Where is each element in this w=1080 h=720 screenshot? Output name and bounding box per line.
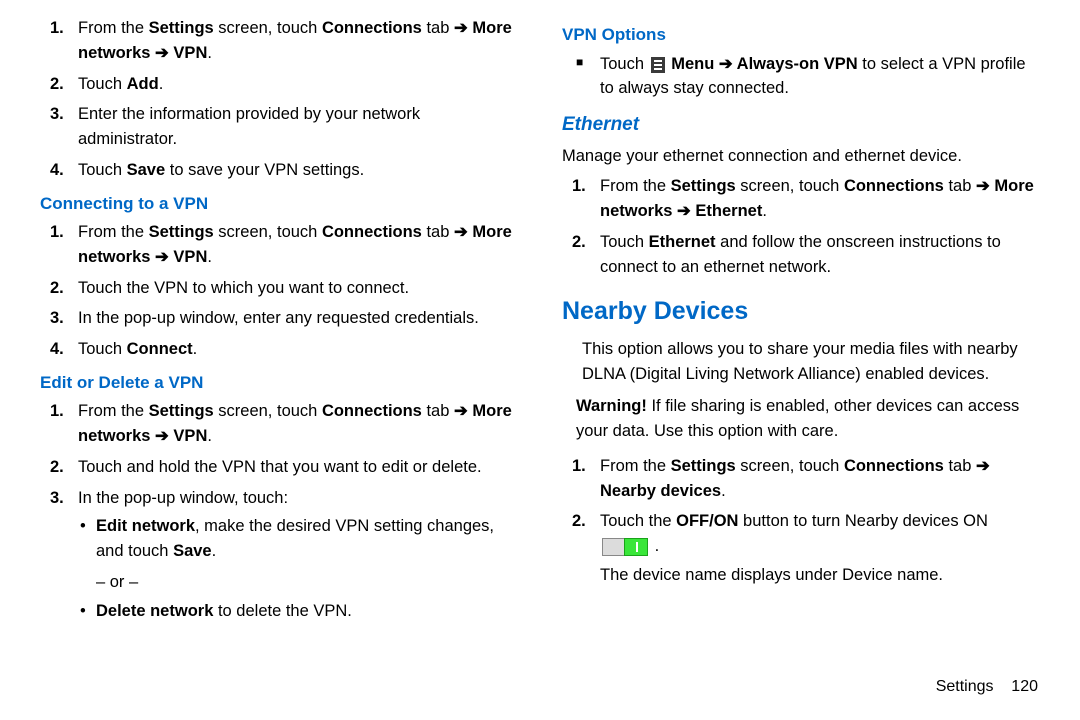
step: 4.Touch Connect. (78, 337, 518, 362)
heading-ethernet: Ethernet (562, 111, 1040, 140)
ethernet-steps: 1. From the Settings screen, touch Conne… (562, 174, 1040, 279)
toggle-on-icon (602, 538, 648, 556)
vpn-option-item: Touch Menu ➔ Always-on VPN to select a V… (600, 52, 1040, 102)
heading-connecting-vpn: Connecting to a VPN (40, 191, 518, 217)
step: 3.In the pop-up window, touch: Edit netw… (78, 486, 518, 624)
warning-block: Warning! If file sharing is enabled, oth… (576, 394, 1026, 444)
step: 2.Touch and hold the VPN that you want t… (78, 455, 518, 480)
step: 3.In the pop-up window, enter any reques… (78, 306, 518, 331)
vpn-options-list: Touch Menu ➔ Always-on VPN to select a V… (562, 52, 1040, 102)
step: 4. Touch Save to save your VPN settings. (78, 158, 518, 183)
nearby-steps: 1. From the Settings screen, touch Conne… (562, 454, 1040, 588)
footer-page: 120 (1011, 678, 1038, 695)
page-footer: Settings 120 (936, 678, 1038, 696)
vpn-setup-steps: 1. From the Settings screen, touch Conne… (40, 16, 518, 183)
step-num: 3. (50, 102, 64, 127)
step: 1. From the Settings screen, touch Conne… (78, 16, 518, 66)
bullet-edit-network: Edit network, make the desired VPN setti… (96, 514, 518, 564)
delete-options: Delete network to delete the VPN. (78, 599, 518, 624)
connect-vpn-steps: 1. From the Settings screen, touch Conne… (40, 220, 518, 362)
nearby-tail: The device name displays under Device na… (600, 563, 1040, 588)
nearby-intro: This option allows you to share your med… (582, 337, 1040, 387)
ethernet-intro: Manage your ethernet connection and ethe… (562, 144, 1040, 169)
step-num: 2. (50, 72, 64, 97)
step: 2.Touch the VPN to which you want to con… (78, 276, 518, 301)
step: 2. Touch Ethernet and follow the onscree… (600, 230, 1040, 280)
step: 1. From the Settings screen, touch Conne… (600, 174, 1040, 224)
step-num: 4. (50, 158, 64, 183)
step: 2. Touch Add. (78, 72, 518, 97)
or-divider: – or – (96, 570, 518, 595)
bullet-delete-network: Delete network to delete the VPN. (96, 599, 518, 624)
menu-icon (651, 57, 665, 73)
footer-section: Settings (936, 678, 994, 695)
step: 1. From the Settings screen, touch Conne… (78, 220, 518, 270)
step: 1. From the Settings screen, touch Conne… (78, 399, 518, 449)
heading-edit-delete-vpn: Edit or Delete a VPN (40, 370, 518, 396)
heading-vpn-options: VPN Options (562, 22, 1040, 48)
right-column: VPN Options Touch Menu ➔ Always-on VPN t… (540, 14, 1050, 720)
step-num: 1. (50, 16, 64, 41)
edit-options: Edit network, make the desired VPN setti… (78, 514, 518, 564)
heading-nearby-devices: Nearby Devices (562, 293, 1040, 331)
step: 2. Touch the OFF/ON button to turn Nearb… (600, 509, 1040, 587)
step: 3. Enter the information provided by you… (78, 102, 518, 152)
edit-vpn-steps: 1. From the Settings screen, touch Conne… (40, 399, 518, 623)
step: 1. From the Settings screen, touch Conne… (600, 454, 1040, 504)
left-column: 1. From the Settings screen, touch Conne… (30, 14, 540, 720)
